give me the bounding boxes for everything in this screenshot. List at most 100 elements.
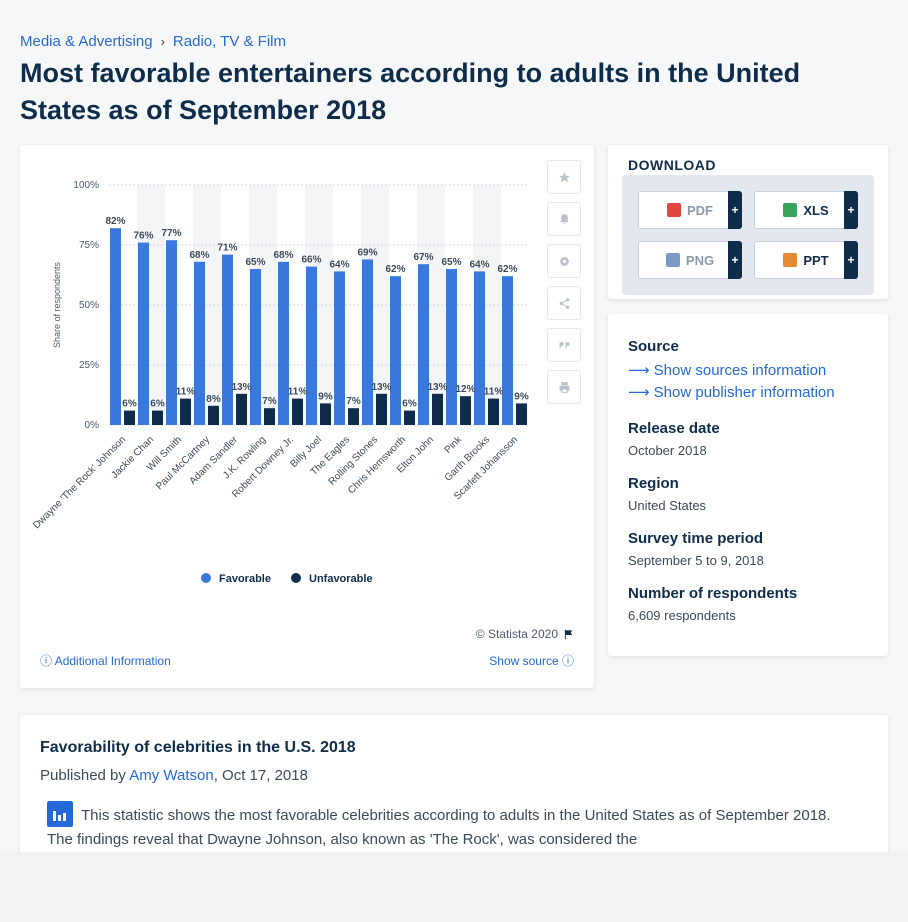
show-source-link[interactable]: Show source ⓘ (489, 652, 574, 669)
data-label: 65% (245, 257, 265, 268)
credit-text: © Statista 2020 (475, 627, 558, 641)
legend-label[interactable]: Favorable (219, 573, 271, 585)
print-button[interactable] (547, 370, 581, 404)
bar-favorable[interactable] (446, 269, 457, 425)
favorite-button[interactable] (547, 160, 581, 194)
survey-heading: Survey time period (628, 530, 764, 547)
bar-favorable[interactable] (166, 240, 177, 425)
data-label: 6% (122, 399, 137, 410)
download-title: DOWNLOAD (628, 157, 716, 173)
quote-icon (559, 341, 569, 349)
info-icon: ⓘ (40, 654, 53, 668)
bar-favorable[interactable] (194, 261, 205, 425)
y-tick-label: 100% (73, 180, 99, 191)
x-tick-label: Pink (443, 434, 465, 456)
statista-credit: © Statista 2020 (476, 627, 574, 641)
bar-unfavorable[interactable] (348, 408, 359, 425)
breadcrumb-link-media[interactable]: Media & Advertising (20, 33, 153, 50)
bar-favorable[interactable] (278, 261, 289, 425)
release-heading: Release date (628, 420, 720, 437)
bar-unfavorable[interactable] (488, 398, 499, 425)
bar-unfavorable[interactable] (124, 410, 135, 425)
bar-unfavorable[interactable] (292, 398, 303, 425)
png-label: PNG (685, 252, 715, 268)
x-tick-label: Dwayne 'The Rock' Johnson (31, 434, 128, 531)
show-sources-link[interactable]: ⟶ Show sources information (628, 361, 878, 379)
published-prefix: Published by (40, 767, 126, 784)
bar-favorable[interactable] (418, 264, 429, 425)
y-tick-label: 0% (85, 420, 100, 431)
additional-information-link[interactable]: ⓘ Additional Information (40, 652, 171, 669)
bar-unfavorable[interactable] (180, 398, 191, 425)
bar-unfavorable[interactable] (460, 396, 471, 425)
show-publisher-label: Show publisher information (653, 384, 835, 401)
ppt-label: PPT (803, 252, 829, 268)
bar-unfavorable[interactable] (152, 410, 163, 425)
bar-favorable[interactable] (110, 228, 121, 425)
show-publisher-link[interactable]: ⟶ Show publisher information (628, 383, 878, 401)
release-value: October 2018 (628, 443, 707, 458)
data-label: 11% (288, 387, 308, 398)
data-label: 6% (402, 399, 417, 410)
bar-favorable[interactable] (474, 271, 485, 425)
download-xls-button[interactable]: XLS + (754, 191, 858, 229)
bar-unfavorable[interactable] (404, 410, 415, 425)
plus-icon: + (844, 191, 858, 229)
plus-icon: + (728, 241, 742, 279)
author-link[interactable]: Amy Watson (129, 767, 214, 784)
download-panel: PDF + XLS + PNG + PPT + (622, 175, 874, 295)
bar-unfavorable[interactable] (376, 393, 387, 425)
bar-unfavorable[interactable] (264, 408, 275, 425)
bar-unfavorable[interactable] (320, 403, 331, 425)
share-button[interactable] (547, 286, 581, 320)
download-ppt-button[interactable]: PPT + (754, 241, 858, 279)
notification-button[interactable] (547, 202, 581, 236)
additional-information-label: Additional Information (54, 654, 171, 668)
bar-favorable[interactable] (334, 271, 345, 425)
bar-favorable[interactable] (306, 266, 317, 425)
legend-label[interactable]: Unfavorable (309, 573, 373, 585)
bar-unfavorable[interactable] (208, 405, 219, 425)
cite-button[interactable] (547, 328, 581, 362)
show-sources-label: Show sources information (653, 362, 827, 379)
bar-favorable[interactable] (250, 269, 261, 425)
y-tick-label: 75% (79, 240, 99, 251)
settings-button[interactable] (547, 244, 581, 278)
xls-label: XLS (803, 202, 829, 218)
region-value: United States (628, 498, 707, 513)
bar-favorable[interactable] (138, 242, 149, 425)
arrow-right-icon: ⟶ (628, 384, 654, 401)
chart-card: 100% 75% 50% 25% 0% 82% 6% 76% 6% 77% 11% 68% 8% 71%… (20, 145, 594, 688)
bar-unfavorable[interactable] (236, 393, 247, 425)
breadcrumb-separator: › (160, 34, 165, 49)
published-date: , Oct 17, 2018 (213, 767, 308, 784)
data-label: 13% (427, 382, 447, 393)
region-heading: Region (628, 475, 679, 492)
survey-value: September 5 to 9, 2018 (628, 553, 764, 568)
respondents-section: Number of respondents 6,609 respondents (628, 585, 878, 623)
bar-favorable[interactable] (222, 254, 233, 425)
pdf-file-icon (667, 203, 681, 217)
footer-bar (0, 852, 908, 922)
breadcrumb-link-radio-tv-film[interactable]: Radio, TV & Film (172, 33, 287, 50)
plus-icon: + (844, 241, 858, 279)
source-section: Source ⟶ Show sources information ⟶ Show… (628, 338, 878, 401)
chart-toolbar (547, 160, 581, 412)
download-png-button[interactable]: PNG + (638, 241, 742, 279)
bar-favorable[interactable] (502, 276, 513, 425)
legend-marker (291, 573, 301, 583)
bar-favorable[interactable] (390, 276, 401, 425)
bar-unfavorable[interactable] (516, 403, 527, 425)
data-label: 13% (371, 382, 391, 393)
download-pdf-button[interactable]: PDF + (638, 191, 742, 229)
data-label: 69% (357, 247, 377, 258)
bar-favorable[interactable] (362, 259, 373, 425)
data-label: 11% (484, 387, 504, 398)
respondents-heading: Number of respondents (628, 585, 798, 602)
x-tick-label: Rolling Stones (327, 434, 380, 487)
release-section: Release date October 2018 (628, 420, 878, 458)
region-section: Region United States (628, 475, 878, 513)
flag-icon[interactable] (563, 629, 574, 640)
data-label: 64% (469, 259, 489, 270)
bar-unfavorable[interactable] (432, 393, 443, 425)
